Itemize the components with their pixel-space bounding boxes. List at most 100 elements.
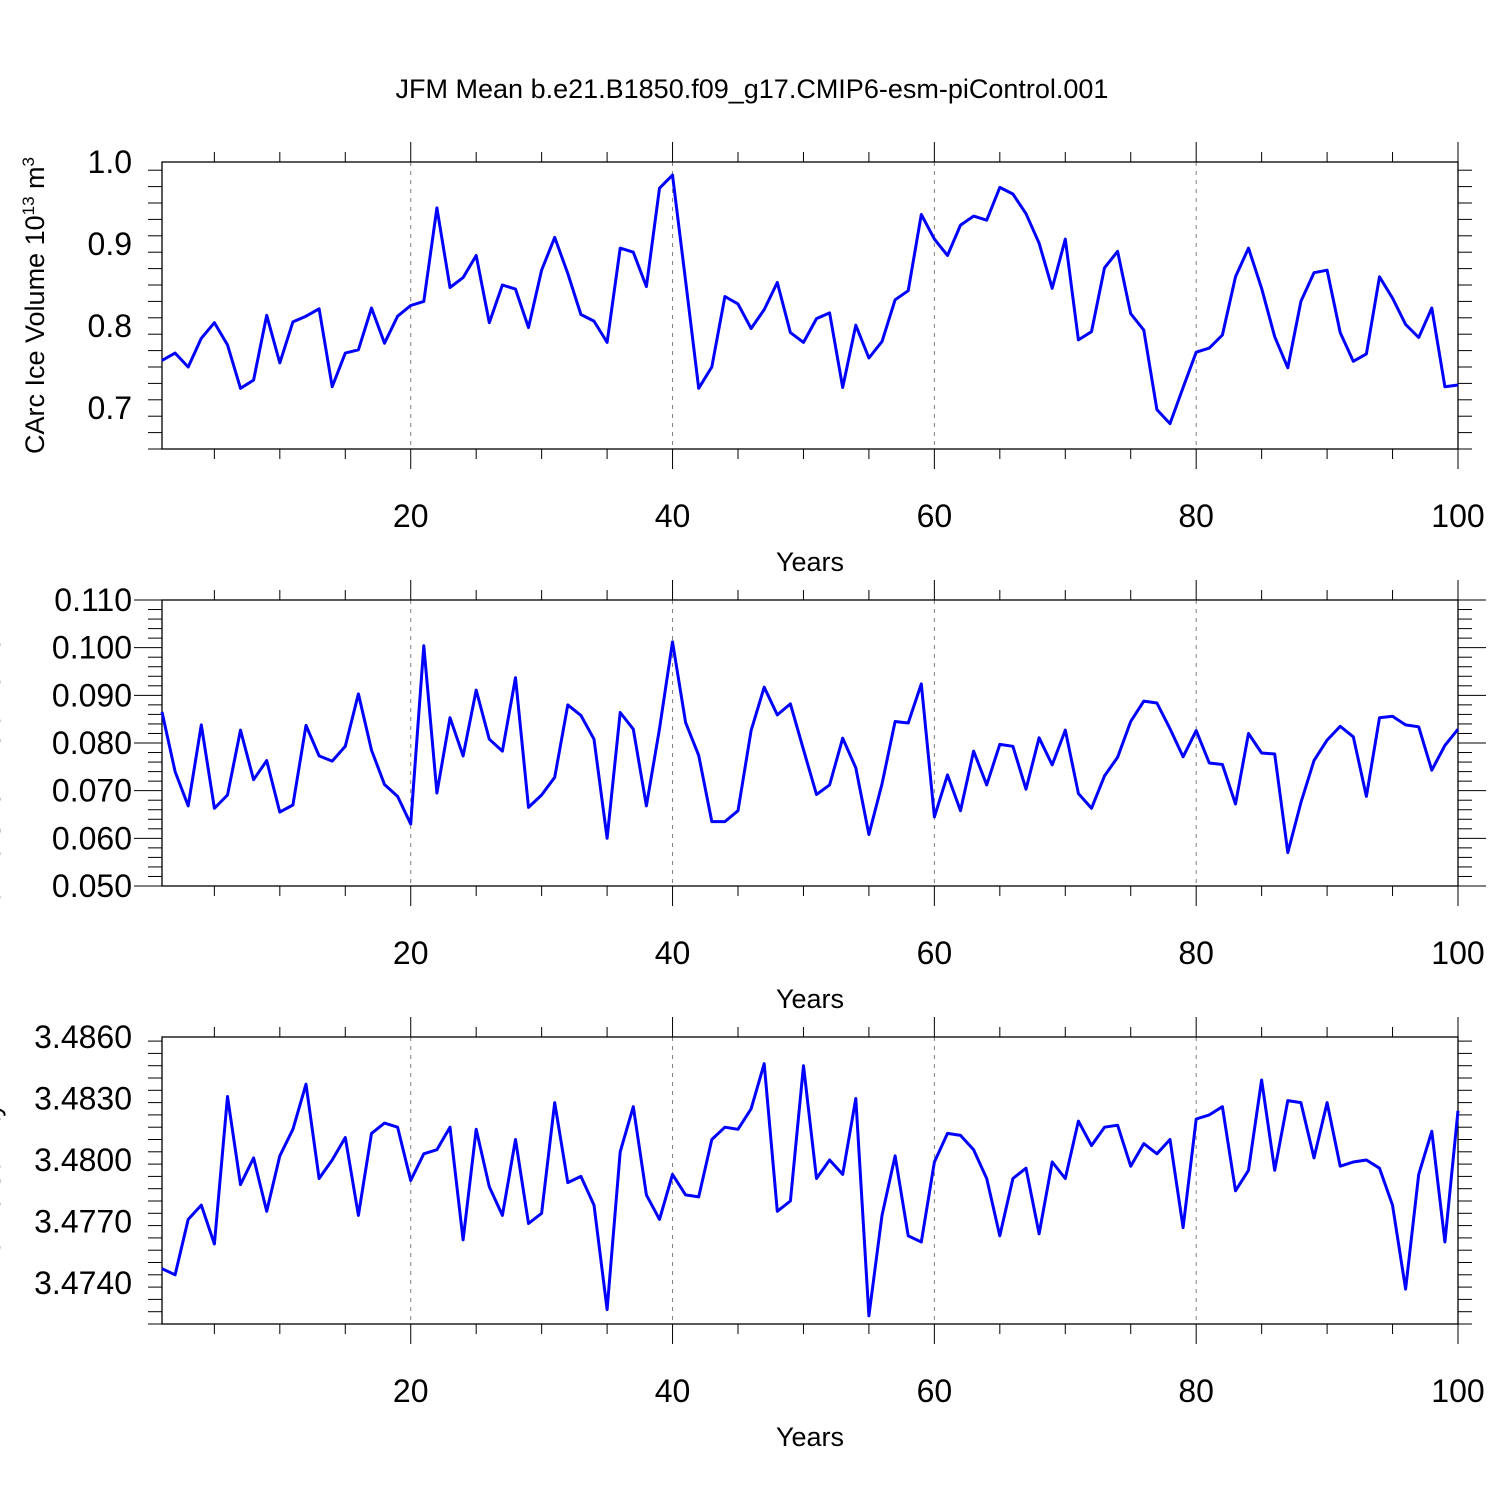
data-point [475, 1128, 478, 1131]
data-point [1247, 247, 1250, 250]
data-point [1182, 386, 1185, 389]
data-point [1090, 1144, 1093, 1147]
data-point [854, 324, 857, 327]
data-point [946, 773, 949, 776]
y-tick-label: 0.100 [52, 630, 132, 666]
data-point [488, 321, 491, 324]
data-point [383, 1122, 386, 1125]
data-point [1195, 729, 1198, 732]
data-point [501, 750, 504, 753]
data-point [1208, 762, 1211, 765]
data-point [161, 711, 164, 714]
y-axis-label: CArc Salinity [0, 1103, 6, 1258]
data-point [920, 1241, 923, 1244]
data-point [200, 723, 203, 726]
data-point [1417, 725, 1420, 728]
data-point [723, 1126, 726, 1129]
data-point [998, 1234, 1001, 1237]
data-point [540, 269, 543, 272]
data-point [213, 1243, 216, 1246]
data-point [1391, 297, 1394, 300]
data-point [920, 682, 923, 685]
series-line [160, 640, 1460, 855]
x-axis-label: Years [776, 1422, 844, 1452]
data-point [174, 1273, 177, 1276]
data-point [422, 300, 425, 303]
y-tick-label: 0.070 [52, 773, 132, 809]
data-point [1404, 323, 1407, 326]
data-point [174, 352, 177, 355]
y-tick-label: 0.060 [52, 820, 132, 856]
data-point [514, 1138, 517, 1141]
x-tick-label: 40 [655, 498, 691, 534]
data-point [1195, 351, 1198, 354]
data-point [1077, 338, 1080, 341]
data-point [422, 644, 425, 647]
data-point [566, 1181, 569, 1184]
data-point [841, 1173, 844, 1176]
data-point [213, 321, 216, 324]
data-point [1142, 1142, 1145, 1145]
data-point [239, 387, 242, 390]
data-point [1430, 307, 1433, 310]
data-point [357, 348, 360, 351]
data-point [579, 1175, 582, 1178]
data-point [606, 1308, 609, 1311]
data-point [1051, 287, 1054, 290]
data-point [553, 236, 556, 239]
data-point [1169, 727, 1172, 730]
y-tick-label: 3.4770 [34, 1204, 132, 1240]
data-point [1182, 755, 1185, 758]
data-point [1155, 1152, 1158, 1155]
data-point [396, 795, 399, 798]
data-point [1142, 700, 1145, 703]
data-point [161, 359, 164, 362]
data-point [331, 760, 334, 763]
data-point [449, 286, 452, 289]
data-point [187, 804, 190, 807]
data-point [723, 295, 726, 298]
data-point [1417, 336, 1420, 339]
data-point [1011, 1177, 1014, 1180]
x-tick-label: 80 [1178, 935, 1214, 971]
plot-frame [161, 161, 1459, 450]
data-point [789, 702, 792, 705]
data-point [527, 1222, 530, 1225]
data-point [514, 676, 517, 679]
data-point [1443, 1241, 1446, 1244]
data-point [200, 337, 203, 340]
data-point [462, 276, 465, 279]
x-tick-label: 100 [1431, 1373, 1484, 1409]
data-point [645, 285, 648, 288]
data-point [1352, 735, 1355, 738]
data-point [1064, 238, 1067, 241]
data-point [370, 1132, 373, 1135]
data-point [383, 783, 386, 786]
data-point [972, 1148, 975, 1151]
data-point [972, 750, 975, 753]
data-point [305, 1083, 308, 1086]
x-tick-label: 20 [393, 1373, 429, 1409]
data-point [1443, 385, 1446, 388]
data-point [1195, 1118, 1198, 1121]
data-point [723, 820, 726, 823]
data-point [671, 640, 674, 643]
data-point [933, 1161, 936, 1164]
data-point [435, 206, 438, 209]
data-point [501, 284, 504, 287]
data-point [671, 174, 674, 177]
data-point [619, 711, 622, 714]
x-tick-label: 100 [1431, 498, 1484, 534]
y-tick-label: 0.110 [54, 582, 132, 618]
data-point [959, 809, 962, 812]
data-point [1286, 366, 1289, 369]
data-point [1365, 1159, 1368, 1162]
data-point [1051, 1161, 1054, 1164]
data-point [1457, 1109, 1460, 1112]
data-point [1129, 1165, 1132, 1168]
panels-container: 20 40 60 80 100 0.7 0.8 0.9 1.0 Years CArc Ice Vol… [0, 142, 1486, 1452]
data-point [1090, 807, 1093, 810]
data-point [488, 1185, 491, 1188]
data-point [514, 288, 517, 291]
